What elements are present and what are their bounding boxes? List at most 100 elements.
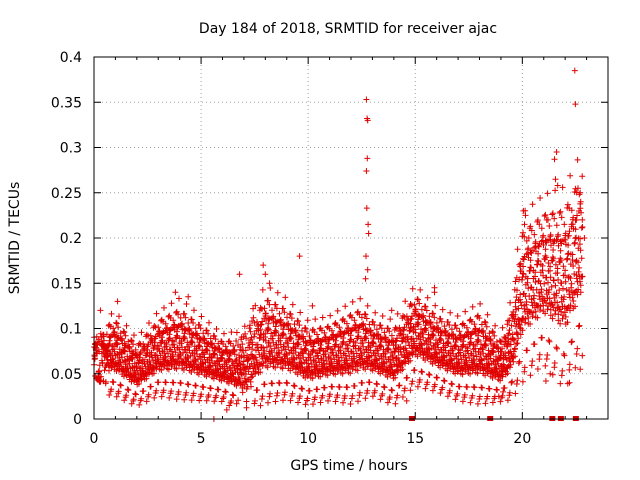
data-point: [568, 221, 575, 228]
data-point: [513, 341, 520, 347]
data-point: [576, 278, 583, 285]
data-point: [119, 354, 125, 361]
data-point: [446, 387, 453, 394]
data-point: [130, 396, 137, 403]
data-point: [448, 326, 455, 333]
data-point: [364, 266, 371, 273]
data-point: [446, 322, 453, 328]
data-point: [558, 280, 565, 287]
data-point: [507, 341, 514, 348]
data-point: [143, 375, 150, 382]
data-point: [126, 360, 133, 367]
data-point: [196, 322, 203, 328]
data-point: [575, 185, 581, 192]
data-point: [173, 396, 180, 403]
data-point: [143, 398, 150, 405]
data-point: [385, 346, 392, 353]
data-point: [188, 362, 195, 369]
data-point: [572, 226, 579, 233]
data-point: [532, 308, 539, 315]
data-point: [426, 313, 433, 320]
data-point: [122, 348, 128, 355]
data-point: [299, 386, 306, 392]
data-point: [183, 301, 190, 307]
data-point: [569, 294, 576, 301]
data-point: [351, 353, 358, 360]
data-point: [566, 366, 573, 373]
data-point: [550, 255, 557, 262]
data-point: [564, 319, 571, 326]
data-point: [278, 347, 285, 354]
data-point: [456, 328, 463, 335]
data-point: [558, 308, 565, 315]
data-point: [579, 216, 586, 223]
data-point: [226, 402, 233, 409]
axis-ticks: 0 0.05 0.1 0.15 0.2 0.25 0.3 0.35 0.4 0 5 10 15 20: [51, 50, 608, 447]
data-point: [411, 367, 418, 373]
data-point: [532, 279, 539, 285]
data-point: [291, 321, 298, 328]
data-point: [562, 313, 569, 320]
data-point: [280, 326, 287, 333]
data-point: [160, 387, 167, 394]
data-point: [441, 378, 448, 385]
data-point: [274, 289, 281, 296]
data-point: [242, 330, 249, 337]
data-point: [295, 318, 302, 325]
data-point: [363, 335, 370, 342]
data-point: [576, 322, 583, 329]
data-point: [191, 307, 197, 314]
data-point: [534, 217, 541, 224]
data-point: [128, 338, 135, 344]
data-point: [372, 309, 379, 316]
data-point: [437, 315, 444, 322]
data-point: [230, 392, 237, 399]
data-point: [366, 353, 373, 360]
data-point: [177, 380, 184, 387]
data-point: [528, 250, 535, 257]
data-point: [108, 310, 115, 317]
data-point: [557, 247, 564, 254]
data-point: [521, 364, 528, 371]
data-point: [267, 343, 274, 350]
data-point: [537, 195, 544, 201]
data-point: [440, 354, 447, 361]
data-point: [578, 255, 585, 262]
data-point: [321, 384, 328, 391]
data-point: [538, 225, 545, 232]
data-point: [115, 388, 122, 395]
data-point: [575, 323, 582, 330]
data-point: [422, 322, 429, 329]
data-point: [175, 388, 182, 395]
data-point: [456, 383, 463, 390]
data-point: [567, 172, 574, 179]
data-point: [228, 398, 235, 404]
data-point: [243, 398, 250, 405]
data-point: [501, 384, 508, 391]
data-point: [415, 296, 421, 303]
data-point: [492, 322, 499, 329]
data-point: [561, 309, 568, 316]
data-point: [319, 314, 326, 321]
data-point: [261, 305, 268, 312]
data-point: [342, 303, 349, 310]
data-point: [252, 354, 259, 361]
data-point: [489, 328, 496, 335]
data-point: [552, 187, 559, 194]
data-point: [471, 321, 478, 328]
data-point: [514, 377, 521, 384]
data-point: [441, 323, 448, 330]
data-point: [284, 380, 291, 387]
data-point: [287, 311, 294, 318]
data-point: [406, 328, 413, 334]
data-point: [259, 318, 266, 325]
data-point: [317, 373, 324, 380]
data-point: [419, 369, 426, 376]
y-tick-label: 0.4: [60, 50, 82, 66]
data-point: [369, 393, 376, 400]
data-point: [211, 398, 218, 405]
data-point: [545, 260, 552, 266]
data-point: [106, 392, 113, 398]
data-point: [418, 368, 425, 375]
data-point: [521, 233, 528, 240]
